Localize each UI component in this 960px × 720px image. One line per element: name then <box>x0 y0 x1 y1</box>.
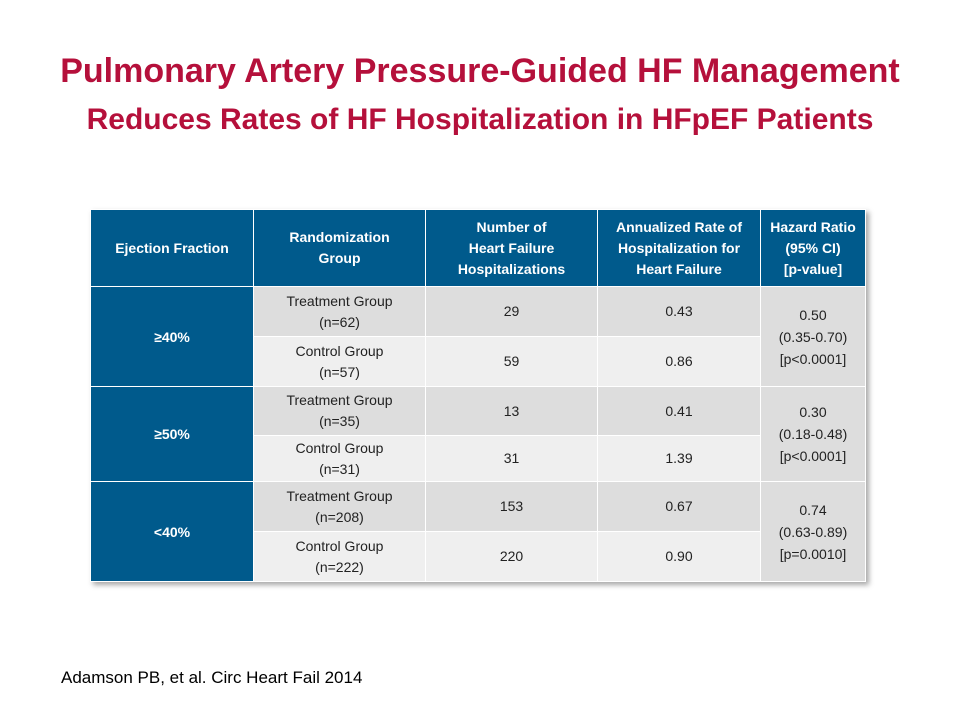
hazard-ratio-value: 0.30 <box>799 404 827 420</box>
group-name: Control Group <box>295 439 384 456</box>
header-text: Annualized Rate of <box>615 218 742 235</box>
hazard-ratio-cell: 0.74 (0.63-0.89) [p=0.0010] <box>760 481 866 582</box>
header-text: Randomization <box>289 229 390 245</box>
hospitalization-count-cell: 29 <box>425 286 598 337</box>
group-name: Control Group <box>295 342 384 359</box>
hazard-ratio-cell: 0.30 (0.18-0.48) [p<0.0001] <box>760 386 866 482</box>
header-text: Hospitalization for <box>617 239 741 256</box>
header-text: Group <box>318 250 361 266</box>
group-name: Control Group <box>295 537 384 554</box>
header-text: Heart Failure <box>636 260 722 277</box>
citation: Adamson PB, et al. Circ Heart Fail 2014 <box>61 668 363 687</box>
hazard-ratio-ci: (0.35-0.70) <box>778 328 848 345</box>
header-randomization-group: Randomization Group <box>253 209 426 287</box>
hazard-ratio-p-value: [p<0.0001] <box>779 448 847 464</box>
table-header-row: Ejection Fraction Randomization Group Nu… <box>90 209 866 287</box>
table-row: ≥50% Treatment Group (n=35) 13 0.41 0.30… <box>90 386 866 482</box>
header-hazard-ratio: Hazard Ratio (95% CI) [p-value] <box>760 209 866 287</box>
header-ejection-fraction: Ejection Fraction <box>90 209 254 287</box>
results-table: Ejection Fraction Randomization Group Nu… <box>90 209 866 582</box>
group-name: Treatment Group <box>286 292 393 309</box>
hazard-ratio-ci: (0.18-0.48) <box>778 426 848 442</box>
table-row: <40% Treatment Group (n=208) 153 0.67 0.… <box>90 481 866 582</box>
header-annualized-rate: Annualized Rate of Hospitalization for H… <box>597 209 761 287</box>
hospitalization-count-cell: 220 <box>425 531 598 582</box>
group-size: (n=35) <box>319 413 360 429</box>
header-text: Number of <box>476 218 547 235</box>
slide-title-line-2: Reduces Rates of HF Hospitalization in H… <box>86 103 874 136</box>
annualized-rate-cell: 0.86 <box>597 336 761 387</box>
randomization-group-cell: Treatment Group (n=62) <box>253 286 426 337</box>
hazard-ratio-cell: 0.50 (0.35-0.70) [p<0.0001] <box>760 286 866 387</box>
table-row: Control Group (n=57) 59 0.86 <box>91 336 866 387</box>
header-text: Hazard Ratio <box>770 218 856 235</box>
table-row: Control Group (n=31) 31 1.39 <box>91 435 866 482</box>
header-text: [p-value] <box>783 260 843 277</box>
group-size: (n=62) <box>319 313 360 330</box>
hazard-ratio-p-value: [p=0.0010] <box>779 545 847 562</box>
group-size: (n=31) <box>319 460 360 477</box>
randomization-group-cell: Treatment Group (n=35) <box>253 386 426 436</box>
hazard-ratio-p-value: [p<0.0001] <box>779 350 847 367</box>
annualized-rate-cell: 0.90 <box>597 531 761 582</box>
hospitalization-count-cell: 153 <box>425 481 598 532</box>
hazard-ratio-value: 0.50 <box>799 306 827 323</box>
hospitalization-count-cell: 31 <box>425 435 598 482</box>
annualized-rate-cell: 0.43 <box>597 286 761 337</box>
hospitalization-count-cell: 59 <box>425 336 598 387</box>
annualized-rate-cell: 0.67 <box>597 481 761 532</box>
table-row: Control Group (n=222) 220 0.90 <box>91 531 866 582</box>
ejection-fraction-cell: <40% <box>90 481 254 582</box>
group-size: (n=222) <box>315 558 364 575</box>
header-hospitalization-count: Number of Heart Failure Hospitalizations <box>425 209 598 287</box>
randomization-group-cell: Control Group (n=222) <box>253 531 426 582</box>
header-text: (95% CI) <box>785 239 841 256</box>
annualized-rate-cell: 1.39 <box>597 435 761 482</box>
randomization-group-cell: Control Group (n=31) <box>253 435 426 482</box>
ejection-fraction-cell: ≥50% <box>90 386 254 482</box>
slide-title-line-1: Pulmonary Artery Pressure-Guided HF Mana… <box>60 52 900 90</box>
annualized-rate-cell: 0.41 <box>597 386 761 436</box>
group-name: Treatment Group <box>286 392 393 408</box>
header-text: Heart Failure <box>468 239 555 256</box>
ejection-fraction-cell: ≥40% <box>90 286 254 387</box>
randomization-group-cell: Treatment Group (n=208) <box>253 481 426 532</box>
group-size: (n=208) <box>315 508 364 525</box>
group-name: Treatment Group <box>286 487 393 504</box>
hazard-ratio-value: 0.74 <box>799 501 827 518</box>
hazard-ratio-ci: (0.63-0.89) <box>778 523 848 540</box>
group-size: (n=57) <box>319 363 360 380</box>
hospitalization-count-cell: 13 <box>425 386 598 436</box>
header-text: Ejection Fraction <box>115 239 229 256</box>
randomization-group-cell: Control Group (n=57) <box>253 336 426 387</box>
table-row: ≥40% Treatment Group (n=62) 29 0.43 0.50… <box>90 286 866 387</box>
header-text: Hospitalizations <box>457 260 566 277</box>
